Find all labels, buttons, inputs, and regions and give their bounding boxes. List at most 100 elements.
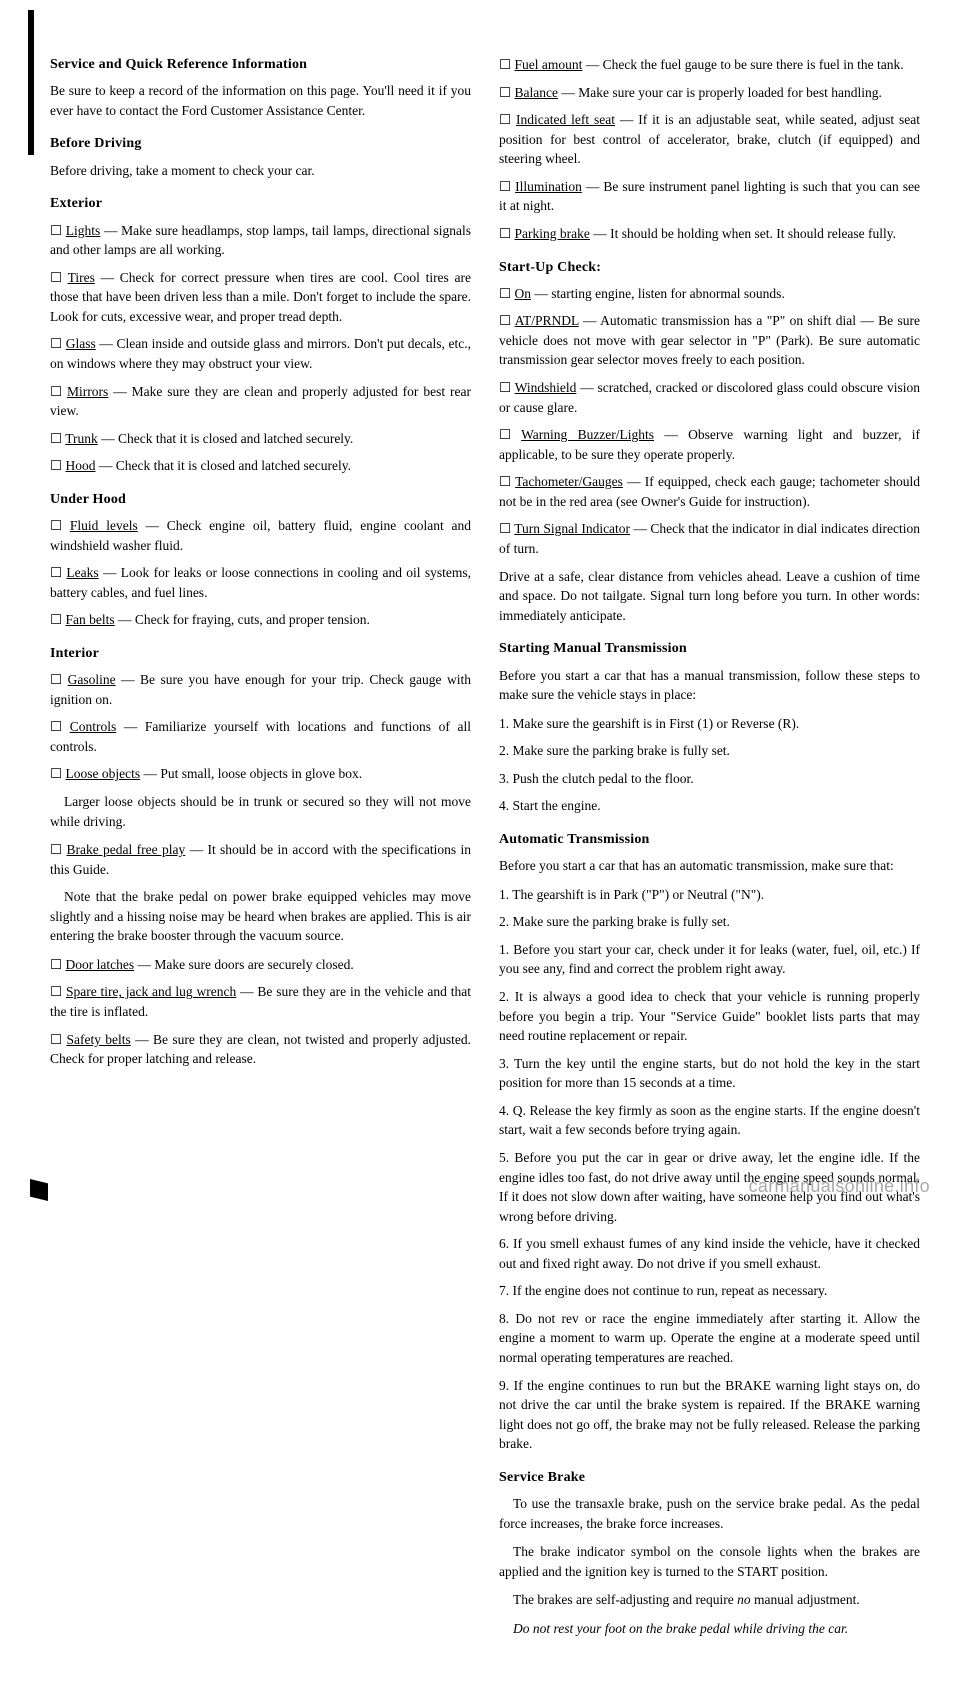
numbered-step: 1. The gearshift is in Park ("P") or Neu… <box>499 885 920 905</box>
check-item: ☐ Gasoline — Be sure you have enough for… <box>50 670 471 709</box>
check-item-text: — Check that it is closed and latched se… <box>95 458 351 473</box>
para-before-driving: Before driving, take a moment to check y… <box>50 161 471 181</box>
check-item-text: — Look for leaks or loose connections in… <box>50 565 471 600</box>
check-item-text: — It should be holding when set. It shou… <box>590 226 896 241</box>
check-item-label: ☐ Leaks <box>50 565 99 580</box>
check-item: ☐ Loose objects — Put small, loose objec… <box>50 764 471 784</box>
check-item: ☐ Tires — Check for correct pressure whe… <box>50 268 471 327</box>
check-item-label: ☐ Glass <box>50 336 96 351</box>
check-item: ☐ Windshield — scratched, cracked or dis… <box>499 378 920 417</box>
heading-manual-transmission: Starting Manual Transmission <box>499 639 920 659</box>
check-item-label: ☐ Brake pedal free play <box>50 842 185 857</box>
check-item-text: — Put small, loose objects in glove box. <box>140 766 362 781</box>
numbered-step: 1. Make sure the gearshift is in First (… <box>499 714 920 734</box>
interior-continued-checklist: ☐ Fuel amount — Check the fuel gauge to … <box>499 55 920 244</box>
heading-before-driving: Before Driving <box>50 134 471 154</box>
check-item-label: ☐ On <box>499 286 531 301</box>
numbered-step: 4. Q. Release the key firmly as soon as … <box>499 1101 920 1140</box>
check-item: ☐ Fuel amount — Check the fuel gauge to … <box>499 55 920 75</box>
numbered-step: 9. If the engine continues to run but th… <box>499 1376 920 1454</box>
check-item-text: — Check that it is closed and latched se… <box>98 431 354 446</box>
check-item-label: ☐ Lights <box>50 223 100 238</box>
under-hood-checklist: ☐ Fluid levels — Check engine oil, batte… <box>50 516 471 630</box>
check-item-text: — Make sure headlamps, stop lamps, tail … <box>50 223 471 258</box>
check-item-label: ☐ Controls <box>50 719 116 734</box>
heading-under-hood: Under Hood <box>50 490 471 510</box>
para-service-brake-1: To use the transaxle brake, push on the … <box>499 1494 920 1533</box>
check-item: ☐ Balance — Make sure your car is proper… <box>499 83 920 103</box>
check-item-text: — Clean inside and outside glass and mir… <box>50 336 471 371</box>
check-item-label: ☐ Balance <box>499 85 558 100</box>
check-item-label: ☐ Mirrors <box>50 384 108 399</box>
check-item: ☐ Fan belts — Check for fraying, cuts, a… <box>50 610 471 630</box>
para-service-brake-4: Do not rest your foot on the brake pedal… <box>499 1619 920 1639</box>
check-item-label: ☐ Tachometer/Gauges <box>499 474 623 489</box>
check-item-label: ☐ Turn Signal Indicator <box>499 521 630 536</box>
numbered-step: 2. Make sure the parking brake is fully … <box>499 741 920 761</box>
check-item: ☐ Tachometer/Gauges — If equipped, check… <box>499 472 920 511</box>
check-item-label: ☐ Fluid levels <box>50 518 138 533</box>
heading-automatic-transmission: Automatic Transmission <box>499 830 920 850</box>
check-item: ☐ Glass — Clean inside and outside glass… <box>50 334 471 373</box>
check-item: ☐ AT/PRNDL — Automatic transmission has … <box>499 311 920 370</box>
check-item: ☐ Controls — Familiarize yourself with l… <box>50 717 471 756</box>
check-item-label: ☐ Safety belts <box>50 1032 131 1047</box>
check-item-label: ☐ Trunk <box>50 431 98 446</box>
heading-exterior: Exterior <box>50 194 471 214</box>
heading-interior: Interior <box>50 644 471 664</box>
para-service-brake-3: The brakes are self-adjusting and requir… <box>499 1590 920 1610</box>
auto-steps-list: 1. The gearshift is in Park ("P") or Neu… <box>499 885 920 932</box>
heading-service-info: Service and Quick Reference Information <box>50 55 471 75</box>
check-item-label: ☐ Fan belts <box>50 612 115 627</box>
check-item-text: — Make sure doors are securely closed. <box>134 957 354 972</box>
check-item-label: ☐ Tires <box>50 270 95 285</box>
check-item: ☐ Mirrors — Make sure they are clean and… <box>50 382 471 421</box>
check-item: ☐ Lights — Make sure headlamps, stop lam… <box>50 221 471 260</box>
check-item-text: — Make sure they are clean and properly … <box>50 384 471 419</box>
check-item-text: — Make sure your car is properly loaded … <box>558 85 882 100</box>
check-item-label: ☐ Warning Buzzer/Lights <box>499 427 654 442</box>
numbered-step: 3. Push the clutch pedal to the floor. <box>499 769 920 789</box>
check-item-label: ☐ Door latches <box>50 957 134 972</box>
para-service-brake-2: The brake indicator symbol on the consol… <box>499 1542 920 1581</box>
numbered-step: 7. If the engine does not continue to ru… <box>499 1281 920 1301</box>
numbered-step: 6. If you smell exhaust fumes of any kin… <box>499 1234 920 1273</box>
check-item: ☐ Trunk — Check that it is closed and la… <box>50 429 471 449</box>
numbered-step: 1. Before you start your car, check unde… <box>499 940 920 979</box>
para-service-info: Be sure to keep a record of the informat… <box>50 81 471 120</box>
check-item-label: ☐ Gasoline <box>50 672 116 687</box>
interior-checklist-2: ☐ Brake pedal free play — It should be i… <box>50 840 471 879</box>
check-item: ☐ Illumination — Be sure instrument pane… <box>499 177 920 216</box>
para-larger-objects: Larger loose objects should be in trunk … <box>50 792 471 831</box>
page-body: Service and Quick Reference Information … <box>0 0 960 1688</box>
startup-checklist: ☐ On — starting engine, listen for abnor… <box>499 284 920 559</box>
check-item-label: ☐ Hood <box>50 458 95 473</box>
interior-checklist-3: ☐ Door latches — Make sure doors are sec… <box>50 955 471 1069</box>
check-item: ☐ Brake pedal free play — It should be i… <box>50 840 471 879</box>
numbered-step: 2. Make sure the parking brake is fully … <box>499 912 920 932</box>
check-item-text: — Check the fuel gauge to be sure there … <box>582 57 903 72</box>
check-item: ☐ Warning Buzzer/Lights — Observe warnin… <box>499 425 920 464</box>
heading-service-brake: Service Brake <box>499 1468 920 1488</box>
check-item-text: — Check for fraying, cuts, and proper te… <box>115 612 370 627</box>
check-item: ☐ Indicated left seat — If it is an adju… <box>499 110 920 169</box>
numbered-step: 2. It is always a good idea to check tha… <box>499 987 920 1046</box>
check-item-text: — Check for correct pressure when tires … <box>50 270 471 324</box>
check-item-label: ☐ Windshield <box>499 380 576 395</box>
numbered-step: 4. Start the engine. <box>499 796 920 816</box>
check-item-label: ☐ Fuel amount <box>499 57 582 72</box>
check-item: ☐ Hood — Check that it is closed and lat… <box>50 456 471 476</box>
check-item: ☐ Turn Signal Indicator — Check that the… <box>499 519 920 558</box>
check-item-text: — starting engine, listen for abnormal s… <box>531 286 785 301</box>
numbered-step: 8. Do not rev or race the engine immedia… <box>499 1309 920 1368</box>
manual-steps-list: 1. Make sure the gearshift is in First (… <box>499 714 920 816</box>
heading-startup-check: Start-Up Check: <box>499 258 920 278</box>
check-item: ☐ Fluid levels — Check engine oil, batte… <box>50 516 471 555</box>
para-safe-driving: Drive at a safe, clear distance from veh… <box>499 567 920 626</box>
check-item: ☐ Door latches — Make sure doors are sec… <box>50 955 471 975</box>
check-item: ☐ On — starting engine, listen for abnor… <box>499 284 920 304</box>
column-left: Service and Quick Reference Information … <box>50 55 471 1648</box>
check-item-label: ☐ Loose objects <box>50 766 140 781</box>
para-brake-note: Note that the brake pedal on power brake… <box>50 887 471 946</box>
check-item-label: ☐ Illumination <box>499 179 582 194</box>
